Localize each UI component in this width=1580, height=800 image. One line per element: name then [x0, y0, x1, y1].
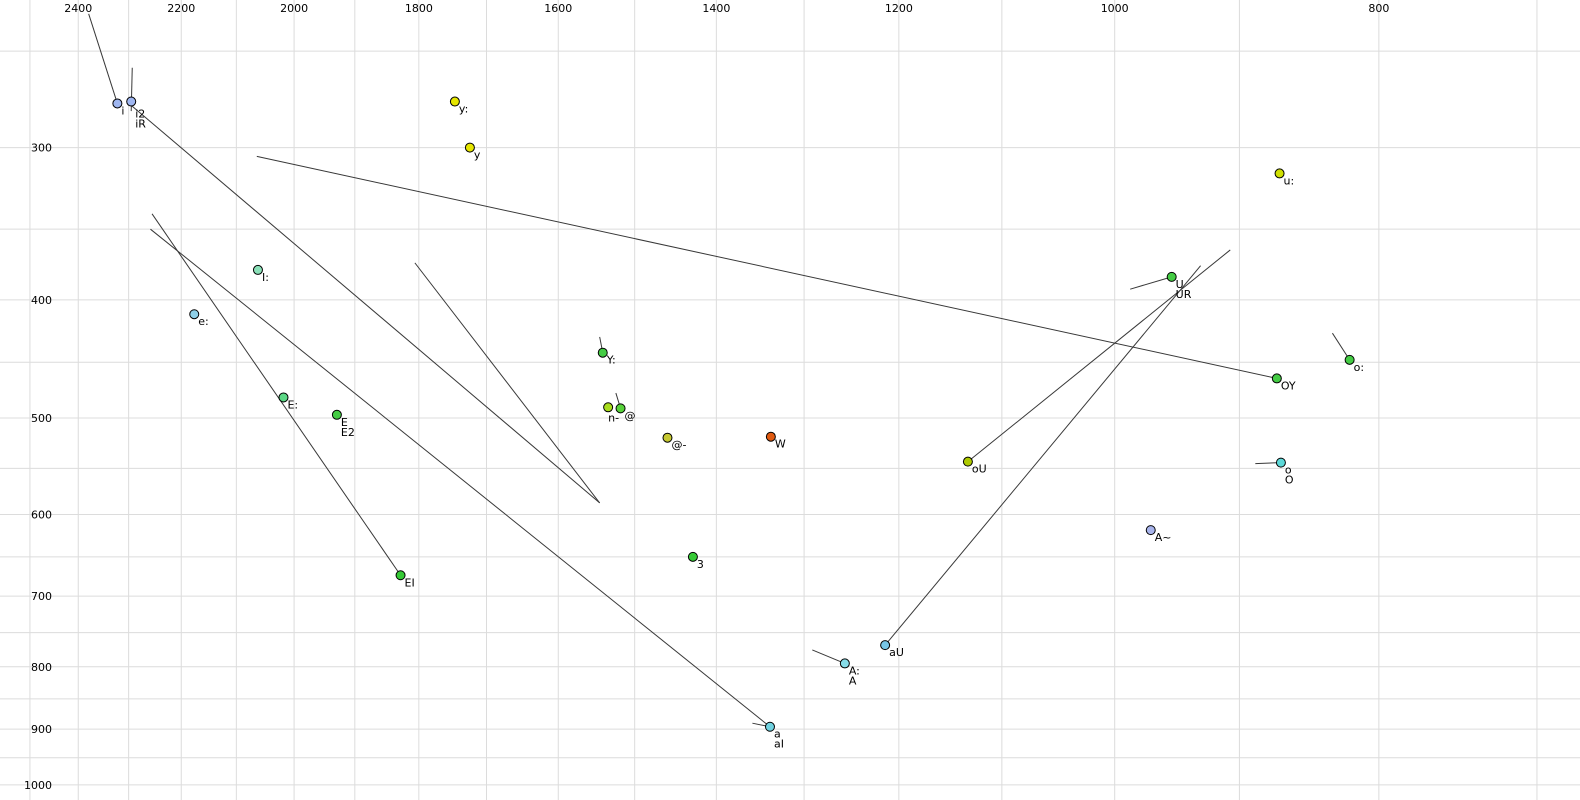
x-tick-label: 800: [1368, 2, 1389, 15]
x-tick-label: 2000: [280, 2, 308, 15]
y-tick-label: 600: [31, 508, 52, 521]
vowel-point-n-[interactable]: [603, 402, 614, 413]
vowel-label: E:: [287, 398, 298, 411]
x-tick-label: 1000: [1101, 2, 1129, 15]
vowel-point-OY[interactable]: [1271, 373, 1282, 384]
vowel-label: I:: [262, 271, 269, 284]
vowel-label: Y:: [606, 354, 616, 367]
vowel-label: OY: [1281, 379, 1296, 392]
vowel-point-i[interactable]: [112, 98, 123, 109]
vowel-label: i: [121, 104, 124, 117]
vowel-label: @-: [671, 439, 686, 452]
vowel-label: EI: [405, 576, 415, 589]
vowel-label: n-: [608, 411, 619, 424]
trajectory-line: [967, 249, 1231, 463]
vowel-point-a[interactable]: [764, 721, 775, 732]
vowel-label: o: [1285, 464, 1292, 477]
y-tick-label: 900: [31, 723, 52, 736]
y-tick-label: 300: [31, 142, 52, 155]
vowel-label: UR: [1176, 288, 1192, 301]
vowel-point-oU[interactable]: [962, 456, 973, 467]
x-tick-label: 2200: [167, 2, 195, 15]
vowel-label: @: [625, 409, 636, 422]
x-tick-label: 1400: [702, 2, 730, 15]
trajectory-line: [256, 155, 1277, 379]
trajectory-line: [130, 104, 601, 504]
vowel-point-i2[interactable]: [126, 96, 137, 107]
vowel-point-aU[interactable]: [880, 640, 891, 651]
vowel-label: O: [1285, 474, 1294, 487]
vowel-point-U[interactable]: [1166, 271, 1177, 282]
trajectory-line: [884, 265, 1201, 646]
x-tick-label: 1600: [544, 2, 572, 15]
vowel-point-u:[interactable]: [1274, 168, 1285, 179]
y-tick-label: 400: [31, 294, 52, 307]
x-tick-label: 1800: [405, 2, 433, 15]
vowel-point-e:[interactable]: [189, 309, 200, 320]
vowel-point-o:[interactable]: [1344, 354, 1355, 365]
vowel-label: y: [474, 149, 481, 162]
vowel-label: y:: [459, 103, 468, 116]
vowel-point-o[interactable]: [1275, 457, 1286, 468]
vowel-label: E: [341, 416, 348, 429]
y-tick-label: 500: [31, 412, 52, 425]
vowel-label: A~: [1155, 531, 1172, 544]
trajectory-line: [150, 228, 771, 728]
vowel-label: o:: [1354, 361, 1364, 374]
vowel-point-y[interactable]: [464, 142, 475, 153]
vowel-point-E:[interactable]: [278, 392, 289, 403]
trajectory-line: [812, 649, 846, 664]
vowel-point-3[interactable]: [687, 551, 698, 562]
vowel-label: A:: [849, 664, 860, 677]
vowel-point-I:[interactable]: [252, 264, 263, 275]
vowel-point-@-[interactable]: [662, 432, 673, 443]
vowel-label: e:: [198, 315, 208, 328]
vowel-label: aI: [774, 738, 784, 751]
vowel-label: U: [1176, 278, 1184, 291]
vowel-label: 3: [697, 558, 704, 571]
vowel-label: i2: [135, 108, 145, 121]
y-tick-label: 800: [31, 661, 52, 674]
trajectory-line: [1332, 332, 1351, 361]
trajectory-line: [151, 213, 401, 576]
vowel-label: A: [849, 674, 857, 687]
vowel-label: W: [775, 438, 786, 451]
x-tick-label: 2400: [64, 2, 92, 15]
vowel-point-A:[interactable]: [839, 658, 850, 669]
vowel-label: a: [774, 728, 781, 741]
vowel-point-@[interactable]: [615, 403, 626, 414]
vowel-label: E2: [341, 426, 355, 439]
vowel-point-E[interactable]: [331, 409, 342, 420]
vowel-label: iR: [135, 118, 146, 131]
vowel-point-y:[interactable]: [449, 96, 460, 107]
vowel-point-A~[interactable]: [1145, 525, 1156, 536]
y-tick-label: 1000: [24, 779, 52, 792]
trajectory-line: [414, 262, 601, 504]
vowel-point-EI[interactable]: [395, 570, 406, 581]
vowel-label: u:: [1284, 174, 1295, 187]
x-tick-label: 1200: [885, 2, 913, 15]
vowel-label: oU: [972, 463, 987, 476]
y-tick-label: 700: [31, 590, 52, 603]
trajectory-line: [1130, 276, 1172, 290]
vowel-label: aU: [889, 646, 904, 659]
trajectory-line: [88, 13, 118, 104]
vowel-point-Y:[interactable]: [597, 347, 608, 358]
vowel-point-W[interactable]: [765, 431, 776, 442]
